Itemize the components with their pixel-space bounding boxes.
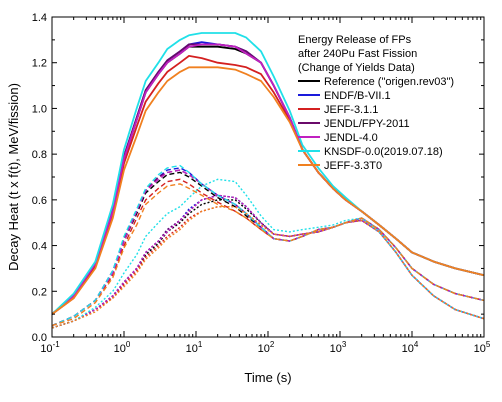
series-layer: [51, 32, 485, 329]
legend-title-line-2: after 240Pu Fast Fission: [298, 48, 417, 60]
x-axis-title: Time (s): [244, 370, 291, 385]
y-tick-label: 1.0: [32, 103, 47, 115]
legend-title-line-1: Energy Release of FPs: [298, 34, 412, 46]
series-5-component_b-line: [51, 178, 485, 329]
x-tick-label: 10-1: [40, 340, 60, 355]
legend-label-1: ENDF/B-VII.1: [324, 90, 391, 102]
y-tick-label: 0.0: [32, 332, 47, 344]
legend-label-4: JENDL-4.0: [324, 132, 378, 144]
series-6-component_b-line: [51, 205, 485, 329]
x-tick-label: 101: [186, 340, 203, 355]
legend-label-3: JENDL/FPY-2011: [324, 118, 410, 130]
series-6-total-line: [51, 66, 485, 315]
y-tick-label: 0.4: [32, 241, 47, 253]
legend-label-2: JEFF-3.1.1: [324, 104, 378, 116]
plot-area: [52, 17, 484, 337]
x-tick-label: 102: [258, 340, 275, 355]
legend-label-6: JEFF-3.3T0: [324, 160, 382, 172]
legend: Energy Release of FPs after 240Pu Fast F…: [298, 34, 454, 172]
y-axis-title: Decay Heat (t x f(t), MeV/fission): [6, 83, 21, 271]
x-tick-label: 105: [474, 340, 491, 355]
legend-title-line-3: (Change of Yields Data): [298, 62, 415, 74]
y-tick-label: 0.8: [32, 149, 47, 161]
legend-label-0: Reference ("origen.rev03"): [324, 76, 454, 88]
axes: 0.0 0.2 0.4 0.6 0.8 1.0 1.2 1.4 10-1 100 101 102 103…: [32, 12, 491, 355]
y-tick-label: 0.6: [32, 195, 47, 207]
x-tick-label: 100: [114, 340, 131, 355]
plot-background: [52, 17, 484, 337]
y-tick-label: 1.4: [32, 12, 47, 24]
x-tick-label: 104: [402, 340, 419, 355]
x-tick-label: 103: [330, 340, 347, 355]
y-tick-label: 1.2: [32, 58, 47, 70]
legend-label-5: KNSDF-0.0(2019.07.18): [324, 146, 443, 158]
series-6-component_a-line: [51, 183, 485, 327]
y-tick-label: 0.2: [32, 286, 47, 298]
